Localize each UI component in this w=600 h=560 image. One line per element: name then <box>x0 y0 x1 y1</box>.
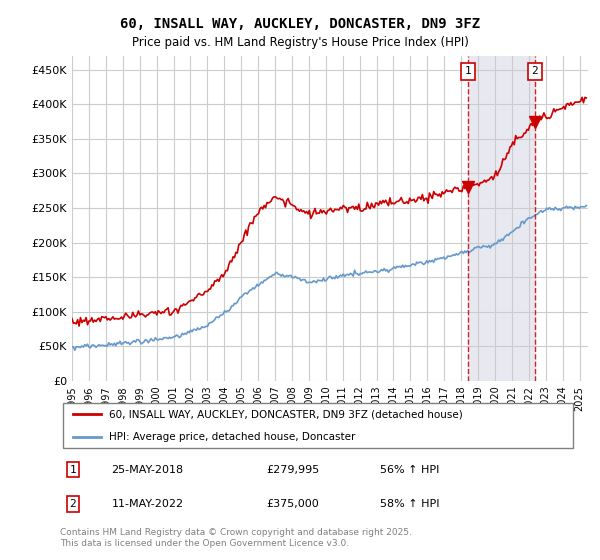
Text: 25-MAY-2018: 25-MAY-2018 <box>112 465 184 475</box>
Text: 11-MAY-2022: 11-MAY-2022 <box>112 499 184 509</box>
Text: Contains HM Land Registry data © Crown copyright and database right 2025.
This d: Contains HM Land Registry data © Crown c… <box>60 528 412 548</box>
Text: 2: 2 <box>532 66 538 76</box>
Text: 60, INSALL WAY, AUCKLEY, DONCASTER, DN9 3FZ (detached house): 60, INSALL WAY, AUCKLEY, DONCASTER, DN9 … <box>109 409 463 419</box>
Text: £279,995: £279,995 <box>266 465 320 475</box>
Bar <box>468 56 535 381</box>
FancyBboxPatch shape <box>62 403 574 448</box>
Text: 1: 1 <box>464 66 471 76</box>
Text: 2: 2 <box>70 499 76 509</box>
Text: 60, INSALL WAY, AUCKLEY, DONCASTER, DN9 3FZ: 60, INSALL WAY, AUCKLEY, DONCASTER, DN9 … <box>120 17 480 31</box>
Text: 1: 1 <box>70 465 76 475</box>
Text: £375,000: £375,000 <box>266 499 319 509</box>
Text: HPI: Average price, detached house, Doncaster: HPI: Average price, detached house, Donc… <box>109 432 355 442</box>
Text: 56% ↑ HPI: 56% ↑ HPI <box>380 465 439 475</box>
Text: Price paid vs. HM Land Registry's House Price Index (HPI): Price paid vs. HM Land Registry's House … <box>131 36 469 49</box>
Text: 58% ↑ HPI: 58% ↑ HPI <box>380 499 439 509</box>
